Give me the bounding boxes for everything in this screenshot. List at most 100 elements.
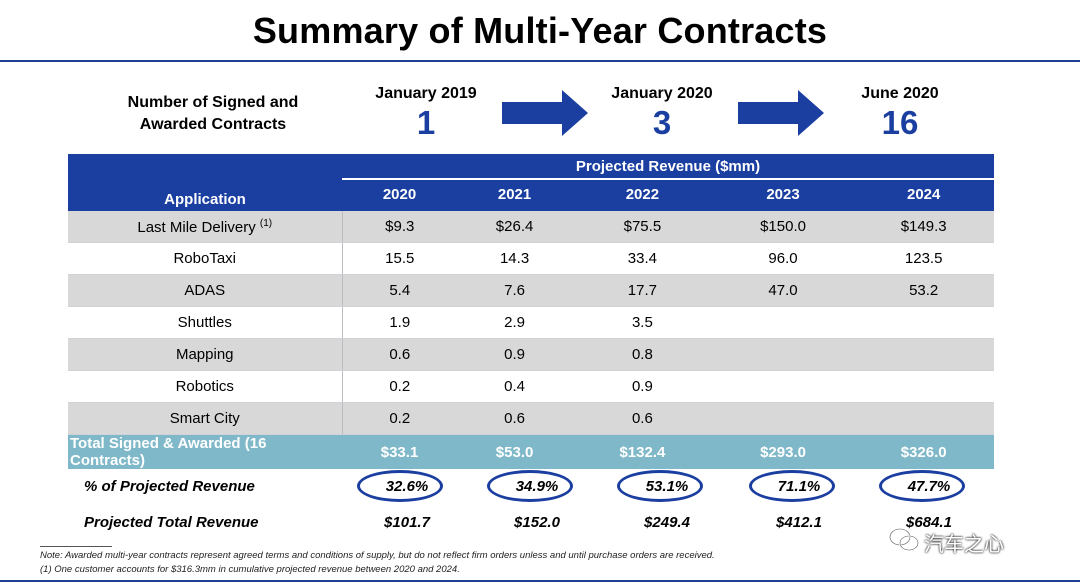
value-cell [853, 402, 994, 435]
value-cell [712, 402, 854, 435]
value-cell [853, 370, 994, 403]
value-cell: 0.2 [342, 402, 458, 435]
table-row: RoboTaxi 15.5 14.3 33.4 96.0 123.5 [68, 242, 994, 275]
watermark-text: 汽车之心 [924, 534, 1004, 556]
pct-value: 53.1% [612, 470, 722, 502]
total-value: $33.1 [342, 434, 458, 469]
value-cell: 2.9 [457, 306, 573, 339]
value-cell: 123.5 [853, 242, 994, 275]
pct-value: 47.7% [874, 470, 984, 502]
application-cell: RoboTaxi [68, 242, 343, 275]
application-cell: Smart City [68, 402, 343, 435]
highlight-oval [487, 470, 573, 502]
total-value: $132.4 [572, 434, 713, 469]
milestone-date: January 2020 [611, 85, 713, 102]
value-cell [853, 338, 994, 371]
pct-value: 71.1% [744, 470, 854, 502]
table-row: Smart City 0.2 0.6 0.6 [68, 402, 994, 435]
value-cell: 0.9 [572, 370, 713, 403]
year-header: 2021 [457, 178, 573, 210]
milestone-count: 16 [881, 104, 919, 141]
footnote-note: Note: Awarded multi-year contracts repre… [40, 550, 715, 561]
value-cell [712, 306, 854, 339]
value-cell: 15.5 [342, 242, 458, 275]
application-cell: ADAS [68, 274, 343, 307]
value-cell: 7.6 [457, 274, 573, 307]
year-header: 2020 [342, 178, 458, 210]
value-cell: 0.6 [457, 402, 573, 435]
milestone-date: January 2019 [375, 85, 477, 102]
milestone-jan-2020: January 2020 3 [592, 85, 732, 143]
footnote-divider [40, 546, 112, 547]
value-cell [712, 370, 854, 403]
milestone-jun-2020: June 2020 16 [830, 85, 970, 143]
value-cell: 1.9 [342, 306, 458, 339]
value-cell: 3.5 [572, 306, 713, 339]
projected-total-value: $101.7 [384, 514, 430, 531]
value-cell: 0.8 [572, 338, 713, 371]
milestone-jan-2019: January 2019 1 [356, 85, 496, 143]
value-cell: 14.3 [457, 242, 573, 275]
application-cell: Last Mile Delivery (1) [68, 208, 343, 243]
value-cell [712, 338, 854, 371]
signed-contracts-label: Number of Signed and Awarded Contracts [127, 94, 299, 133]
projected-revenue-table: Application Projected Revenue ($mm) 2020… [68, 154, 994, 469]
table-row: Mapping 0.6 0.9 0.8 [68, 338, 994, 371]
arrow-right-icon [738, 90, 824, 136]
value-cell: 0.2 [342, 370, 458, 403]
application-cell: Mapping [68, 338, 343, 371]
table-row: Last Mile Delivery (1) $9.3 $26.4 $75.5 … [68, 208, 994, 243]
application-cell: Shuttles [68, 306, 343, 339]
value-cell: 0.9 [457, 338, 573, 371]
value-cell: $9.3 [342, 208, 458, 243]
value-cell [853, 306, 994, 339]
highlight-oval [617, 470, 703, 502]
pct-value: 32.6% [352, 470, 462, 502]
highlight-oval [749, 470, 835, 502]
value-cell: 47.0 [712, 274, 854, 307]
application-header: Application [68, 154, 342, 210]
value-cell: 33.4 [572, 242, 713, 275]
table-row: Shuttles 1.9 2.9 3.5 [68, 306, 994, 339]
year-header: 2023 [712, 178, 854, 210]
value-cell: 53.2 [853, 274, 994, 307]
wechat-icon [889, 528, 919, 551]
projected-total-label: Projected Total Revenue [84, 514, 259, 531]
bottom-divider [0, 580, 1080, 582]
total-value: $326.0 [853, 434, 994, 469]
value-cell: $149.3 [853, 208, 994, 243]
page-title: Summary of Multi-Year Contracts [252, 10, 828, 51]
table-row: Robotics 0.2 0.4 0.9 [68, 370, 994, 403]
milestone-count: 1 [416, 104, 436, 141]
projected-total-value: $249.4 [644, 514, 690, 531]
value-cell: $150.0 [712, 208, 854, 243]
projected-total-value: $684.1 [906, 514, 952, 531]
pct-projected-label: % of Projected Revenue [84, 478, 255, 495]
application-name: Last Mile Delivery [137, 218, 256, 236]
milestone-date: June 2020 [861, 85, 939, 102]
pct-value: 34.9% [482, 470, 592, 502]
total-row: Total Signed & Awarded (16 Contracts) $3… [68, 434, 994, 469]
watermark: 汽车之心 [888, 526, 1058, 556]
value-cell: 17.7 [572, 274, 713, 307]
total-value: $53.0 [457, 434, 573, 469]
arrow-right-icon [502, 90, 588, 136]
projected-total-value: $412.1 [776, 514, 822, 531]
footnote-1: (1) One customer accounts for $316.3mm i… [40, 564, 460, 575]
milestone-count: 3 [652, 104, 672, 141]
value-cell: $26.4 [457, 208, 573, 243]
year-header: 2022 [572, 178, 713, 210]
highlight-oval [879, 470, 965, 502]
value-cell: $75.5 [572, 208, 713, 243]
value-cell: 0.4 [457, 370, 573, 403]
value-cell: 96.0 [712, 242, 854, 275]
table-row: ADAS 5.4 7.6 17.7 47.0 53.2 [68, 274, 994, 307]
total-label: Total Signed & Awarded (16 Contracts) [68, 434, 342, 469]
value-cell: 0.6 [572, 402, 713, 435]
total-value: $293.0 [712, 434, 854, 469]
projected-revenue-header: Projected Revenue ($mm) [342, 154, 994, 179]
title-divider [0, 60, 1080, 62]
value-cell: 5.4 [342, 274, 458, 307]
application-cell: Robotics [68, 370, 343, 403]
value-cell: 0.6 [342, 338, 458, 371]
